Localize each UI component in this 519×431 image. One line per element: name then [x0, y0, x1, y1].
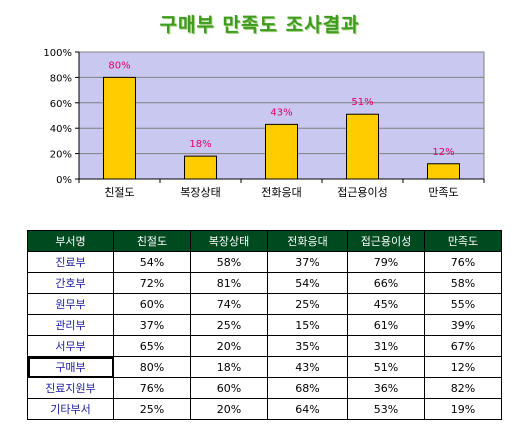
table-cell[interactable]: 58% — [424, 272, 502, 294]
table-cell[interactable]: 15% — [267, 314, 348, 336]
table-cell[interactable]: 68% — [267, 377, 348, 399]
table-cell[interactable]: 25% — [190, 314, 268, 336]
table-cell[interactable]: 64% — [267, 398, 348, 420]
bar — [427, 163, 460, 180]
table-cell[interactable]: 20% — [190, 398, 268, 420]
row-name-cell[interactable]: 관리부 — [27, 314, 114, 336]
y-tick-label: 0% — [56, 175, 72, 186]
table-cell[interactable]: 74% — [190, 293, 268, 315]
y-tick-label: 20% — [50, 150, 72, 161]
data-label: 43% — [270, 107, 292, 118]
table-cell[interactable]: 54% — [267, 272, 348, 294]
table-cell[interactable]: 66% — [347, 272, 425, 294]
table-cell[interactable]: 61% — [347, 314, 425, 336]
table-cell[interactable]: 39% — [424, 314, 502, 336]
table-row: 구매부 80% 18% 43% 51% 12% — [27, 356, 502, 378]
table-cell[interactable]: 25% — [267, 293, 348, 315]
table-cell[interactable]: 25% — [113, 398, 191, 420]
survey-table: 부서명 친절도 복장상태 전화응대 접근용이성 만족도 진료부 54% 58% 37% 79% 76… — [27, 230, 502, 420]
table-cell[interactable]: 76% — [113, 377, 191, 399]
column-header: 만족도 — [424, 230, 502, 252]
bar — [265, 123, 298, 180]
data-label: 80% — [108, 60, 130, 71]
data-label: 18% — [189, 139, 211, 150]
bar-chart: 0% 20% 40% 60% 80% 100% 80% 친절도 18% 복장상태 43% 전화응대 51… — [43, 48, 485, 199]
table-cell[interactable]: 12% — [424, 356, 502, 378]
data-label: 51% — [351, 97, 373, 108]
table-cell[interactable]: 60% — [190, 377, 268, 399]
column-header: 전화응대 — [267, 230, 348, 252]
bar — [346, 113, 379, 180]
x-tick-label: 복장상태 — [180, 186, 220, 199]
table-cell[interactable]: 79% — [347, 251, 425, 273]
x-tick-label: 전화응대 — [261, 186, 301, 199]
table-row: 진료지원부 76% 60% 68% 36% 82% — [27, 377, 502, 399]
row-name-cell[interactable]: 구매부 — [27, 356, 114, 378]
table-cell[interactable]: 18% — [190, 356, 268, 378]
table-cell[interactable]: 45% — [347, 293, 425, 315]
y-tick-label: 100% — [43, 48, 72, 59]
column-header: 친절도 — [113, 230, 191, 252]
table-cell[interactable]: 81% — [190, 272, 268, 294]
table-row: 기타부서 25% 20% 64% 53% 19% — [27, 398, 502, 420]
table-cell[interactable]: 58% — [190, 251, 268, 273]
row-name-cell[interactable]: 서무부 — [27, 335, 114, 357]
column-header: 접근용이성 — [347, 230, 425, 252]
table-cell[interactable]: 51% — [347, 356, 425, 378]
x-tick-label: 만족도 — [428, 186, 458, 199]
bar — [103, 76, 136, 180]
x-tick-label: 친절도 — [104, 186, 134, 199]
table-cell[interactable]: 60% — [113, 293, 191, 315]
table-cell[interactable]: 37% — [267, 251, 348, 273]
y-tick-label: 40% — [50, 124, 72, 135]
table-cell[interactable]: 20% — [190, 335, 268, 357]
table-cell[interactable]: 37% — [113, 314, 191, 336]
table-cell[interactable]: 43% — [267, 356, 348, 378]
table-cell[interactable]: 36% — [347, 377, 425, 399]
row-name-cell[interactable]: 기타부서 — [27, 398, 114, 420]
table-cell[interactable]: 72% — [113, 272, 191, 294]
table-cell[interactable]: 19% — [424, 398, 502, 420]
table-row: 서무부 65% 20% 35% 31% 67% — [27, 335, 502, 357]
table-cell[interactable]: 65% — [113, 335, 191, 357]
table-cell[interactable]: 54% — [113, 251, 191, 273]
table-row: 원무부 60% 74% 25% 45% 55% — [27, 293, 502, 315]
table-cell[interactable]: 67% — [424, 335, 502, 357]
chart-title: 구매부 만족도 조사결과 — [159, 14, 360, 36]
table-cell[interactable]: 55% — [424, 293, 502, 315]
x-tick-label: 접근용이성 — [337, 186, 388, 199]
bar — [184, 155, 217, 180]
column-header: 부서명 — [27, 230, 114, 252]
table-cell[interactable]: 80% — [113, 356, 191, 378]
table-cell[interactable]: 82% — [424, 377, 502, 399]
row-name-cell[interactable]: 진료부 — [27, 251, 114, 273]
table-cell[interactable]: 31% — [347, 335, 425, 357]
y-tick-label: 80% — [50, 73, 72, 84]
row-name-cell[interactable]: 진료지원부 — [27, 377, 114, 399]
table-row: 진료부 54% 58% 37% 79% 76% — [27, 251, 502, 273]
table-cell[interactable]: 76% — [424, 251, 502, 273]
table-row: 관리부 37% 25% 15% 61% 39% — [27, 314, 502, 336]
table-header-row: 부서명 친절도 복장상태 전화응대 접근용이성 만족도 — [27, 230, 502, 252]
table-cell[interactable]: 53% — [347, 398, 425, 420]
table-row: 간호부 72% 81% 54% 66% 58% — [27, 272, 502, 294]
row-name-cell[interactable]: 원무부 — [27, 293, 114, 315]
column-header: 복장상태 — [190, 230, 268, 252]
data-label: 12% — [432, 147, 454, 158]
y-tick-label: 60% — [50, 99, 72, 110]
row-name-cell[interactable]: 간호부 — [27, 272, 114, 294]
table-cell[interactable]: 35% — [267, 335, 348, 357]
